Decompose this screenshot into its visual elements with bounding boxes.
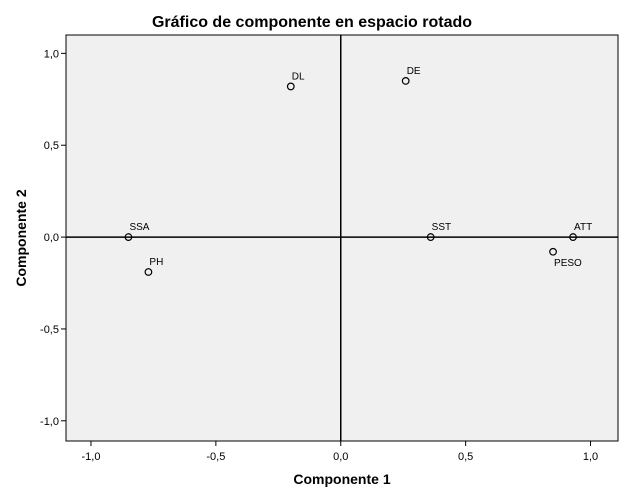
point-label-att: ATT bbox=[574, 222, 592, 233]
y-tick-label: 1,0 bbox=[44, 48, 59, 60]
point-label-ssa: SSA bbox=[129, 222, 149, 233]
point-label-sst: SST bbox=[432, 222, 451, 233]
x-tick-label: -0,5 bbox=[206, 451, 225, 463]
data-points: DL DE SSA PH SST ATT PESO bbox=[124, 66, 592, 276]
point-marker-ph bbox=[144, 268, 153, 276]
y-tick-label: 0,0 bbox=[44, 232, 59, 244]
y-axis-title: Componente 2 bbox=[13, 189, 29, 286]
point-marker-att bbox=[569, 233, 577, 241]
point-label-ph: PH bbox=[149, 257, 163, 268]
point-marker-de bbox=[401, 77, 410, 85]
y-axis: 1,0 0,5 0,0 -0,5 -1,0 bbox=[40, 48, 66, 428]
point-marker-ssa bbox=[124, 233, 133, 241]
plot-area bbox=[65, 34, 619, 442]
x-axis: -1,0 -0,5 0,0 0,5 1,0 bbox=[81, 441, 598, 463]
point-label-peso: PESO bbox=[554, 258, 582, 269]
point-label-de: DE bbox=[407, 66, 421, 77]
y-tick-label: 0,5 bbox=[44, 140, 59, 152]
x-tick-label: 1,0 bbox=[583, 451, 598, 463]
point-marker-peso bbox=[549, 247, 557, 256]
x-tick-label: 0,0 bbox=[333, 451, 348, 463]
x-axis-title: Componente 1 bbox=[293, 471, 390, 487]
point-marker-dl bbox=[286, 82, 295, 91]
y-tick-label: -1,0 bbox=[40, 416, 59, 428]
point-marker-sst bbox=[426, 233, 435, 241]
y-tick-label: -0,5 bbox=[40, 324, 59, 336]
x-tick-label: 0,5 bbox=[458, 451, 473, 463]
reference-lines bbox=[66, 35, 618, 441]
x-tick-label: -1,0 bbox=[81, 451, 100, 463]
point-label-dl: DL bbox=[292, 71, 305, 82]
chart-title: Gráfico de componente en espacio rotado bbox=[152, 14, 472, 31]
